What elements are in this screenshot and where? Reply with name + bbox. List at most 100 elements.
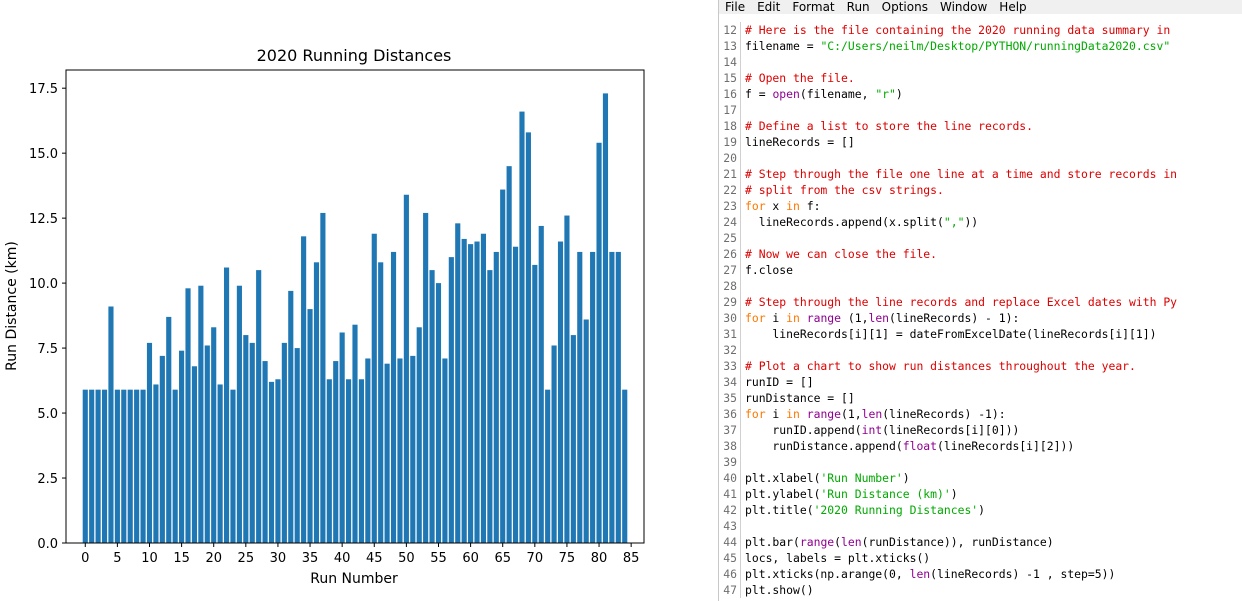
code-line[interactable]: 36 for i in range(1,len(lineRecords) -1):	[719, 406, 1006, 422]
bar	[218, 384, 223, 543]
code-token: (lineRecords) - 1):	[889, 311, 1019, 325]
code-line[interactable]: 13 filename = "C:/Users/neilm/Desktop/PYT…	[719, 38, 1170, 54]
bar	[102, 390, 107, 543]
menu-format[interactable]: Format	[792, 0, 834, 14]
line-number: 12	[719, 22, 741, 38]
code-line[interactable]: 30 for i in range (1,len(lineRecords) - 1…	[719, 310, 1019, 326]
bar	[545, 390, 550, 543]
bar	[564, 216, 569, 543]
bar	[346, 379, 351, 543]
code-line[interactable]: 15 # Open the file.	[719, 70, 855, 86]
y-axis-ticks: 0.0 2.5 5.0 7.5 10.0 12.5 15.0 17.5	[29, 82, 66, 552]
code-line[interactable]: 26 # Now we can close the file.	[719, 246, 937, 262]
code-line[interactable]: 24 lineRecords.append(x.split(","))	[719, 214, 978, 230]
line-number: 43	[719, 518, 741, 534]
x-tick-label: 45	[366, 551, 383, 566]
bar	[307, 309, 312, 543]
bar	[494, 252, 499, 543]
code-line[interactable]: 20	[719, 150, 745, 166]
code-token: # split from the csv strings.	[745, 183, 944, 197]
code-line[interactable]: 29 # Step through the line records and re…	[719, 294, 1177, 310]
x-tick-label: 0	[81, 551, 89, 566]
code-token: 'Run Number'	[820, 471, 902, 485]
bar	[179, 351, 184, 543]
code-line[interactable]: 18 # Define a list to store the line reco…	[719, 118, 1033, 134]
code-token: # Now we can close the file.	[745, 247, 937, 261]
code-line[interactable]: 39	[719, 454, 745, 470]
code-token: # Plot a chart to show run distances thr…	[745, 359, 1136, 373]
code-line[interactable]: 37 runID.append(int(lineRecords[i][0]))	[719, 422, 1019, 438]
line-number: 40	[719, 470, 741, 486]
bar	[327, 379, 332, 543]
bar	[571, 335, 576, 543]
menu-run[interactable]: Run	[847, 0, 870, 14]
code-line[interactable]: 22 # split from the csv strings.	[719, 182, 944, 198]
code-line[interactable]: 25	[719, 230, 745, 246]
bar	[372, 234, 377, 543]
code-line[interactable]: 31 lineRecords[i][1] = dateFromExcelDate…	[719, 326, 1156, 342]
menu-window[interactable]: Window	[940, 0, 987, 14]
line-number: 20	[719, 150, 741, 166]
code-line[interactable]: 17	[719, 102, 745, 118]
code-line[interactable]: 44 plt.bar(range(len(runDistance)), runDi…	[719, 534, 1054, 550]
code-token: f:	[800, 199, 821, 213]
code-token: float	[903, 439, 937, 453]
bar	[584, 319, 589, 543]
code-token: '2020 Running Distances'	[814, 503, 979, 517]
code-token: # Step through the line records and repl…	[745, 295, 1177, 309]
code-token: range	[807, 311, 841, 325]
code-line[interactable]: 16 f = open(filename, "r")	[719, 86, 903, 102]
code-line[interactable]: 35 runDistance = []	[719, 390, 855, 406]
code-line[interactable]: 32	[719, 342, 745, 358]
bar	[552, 345, 557, 543]
bar	[462, 239, 467, 543]
code-token: i	[766, 311, 787, 325]
code-line[interactable]: 34 runID = []	[719, 374, 814, 390]
code-token: i	[766, 407, 787, 421]
y-tick-label: 0.0	[37, 537, 58, 552]
code-line[interactable]: 38 runDistance.append(float(lineRecords[…	[719, 438, 1074, 454]
line-number: 28	[719, 278, 741, 294]
code-line[interactable]: 14	[719, 54, 745, 70]
line-number: 47	[719, 582, 741, 598]
code-line[interactable]: 21 # Step through the file one line at a …	[719, 166, 1177, 182]
line-number: 38	[719, 438, 741, 454]
code-line[interactable]: 40 plt.xlabel('Run Number')	[719, 470, 910, 486]
bar	[359, 379, 364, 543]
code-token: int	[862, 423, 883, 437]
menu-help[interactable]: Help	[999, 0, 1026, 14]
x-tick-label: 40	[334, 551, 351, 566]
code-token: (1,	[841, 311, 868, 325]
code-line[interactable]: 33 # Plot a chart to show run distances t…	[719, 358, 1136, 374]
code-editor[interactable]: 12 # Here is the file containing the 2020…	[719, 22, 1242, 601]
code-line[interactable]: 43	[719, 518, 745, 534]
x-tick-label: 5	[113, 551, 121, 566]
code-line[interactable]: 27 f.close	[719, 262, 793, 278]
code-token: plt.xticks(np.arange(0,	[745, 567, 910, 581]
code-token: len	[910, 567, 931, 581]
code-line[interactable]: 12 # Here is the file containing the 2020…	[719, 22, 1170, 38]
code-line[interactable]: 46 plt.xticks(np.arange(0, len(lineRecord…	[719, 566, 1115, 582]
code-line[interactable]: 23 for x in f:	[719, 198, 820, 214]
bar	[417, 327, 422, 543]
x-tick-label: 60	[462, 551, 479, 566]
code-token: filename =	[745, 39, 820, 53]
menu-edit[interactable]: Edit	[757, 0, 780, 14]
menu-file[interactable]: File	[725, 0, 745, 14]
code-token: (lineRecords[i][0]))	[882, 423, 1019, 437]
code-line[interactable]: 42 plt.title('2020 Running Distances')	[719, 502, 985, 518]
code-line[interactable]: 28	[719, 278, 745, 294]
bar	[301, 236, 306, 543]
bar	[365, 358, 370, 543]
x-tick-label: 25	[238, 551, 255, 566]
menu-options[interactable]: Options	[882, 0, 928, 14]
code-line[interactable]: 45 locs, labels = plt.xticks()	[719, 550, 930, 566]
bar	[481, 234, 486, 543]
code-line[interactable]: 19 lineRecords = []	[719, 134, 855, 150]
code-line[interactable]: 41 plt.ylabel('Run Distance (km)')	[719, 486, 958, 502]
code-token: len	[862, 407, 883, 421]
x-axis-ticks: 0 5 10 15 20 25 30 35 40 45 50 55 60 65 70 75 80 85	[81, 543, 639, 566]
line-number: 27	[719, 262, 741, 278]
code-line[interactable]: 47 plt.show()	[719, 582, 814, 598]
bar	[173, 390, 178, 543]
